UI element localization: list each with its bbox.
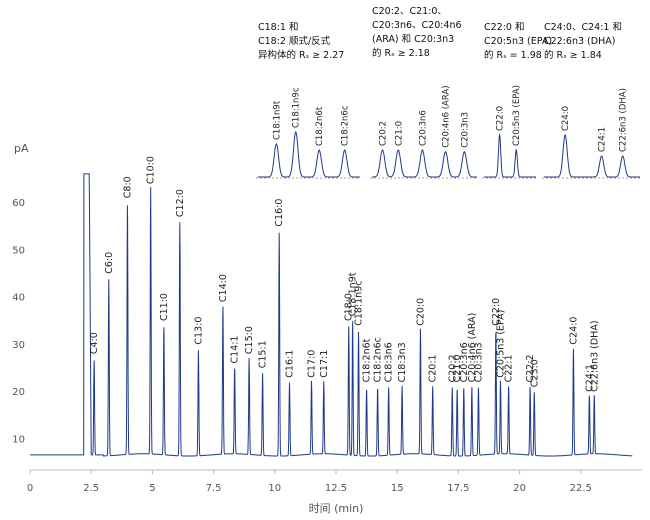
peak-label: C11:0 [159,293,170,321]
peak-label: C20:3n3 [474,342,485,382]
x-tick-label: 22.5 [570,483,592,494]
inset-trace [484,133,536,178]
peak-label: C14:0 [218,274,229,302]
inset-peak-label: C20:4n6 (ARA) [442,85,452,147]
peak-label: C20:4n6 (ARA) [467,313,478,383]
inset-peak-label: C18:1n9c [292,87,302,128]
peak-label: C18:2n6c [373,337,384,382]
inset-annotation: 的 Rₛ ≥ 1.84 [544,49,602,61]
y-ticks: 10 20 30 40 50 60 [12,198,25,445]
peak-label: C16:0 [274,199,285,227]
inset-annotation: C24:0、C24:1 和 [544,22,622,33]
inset-peak-label: C24:1 [598,127,608,152]
inset-annotation: C18:2 顺式/反式 [258,35,331,47]
inset-annotation: C22:6n3 (DHA) [544,36,615,47]
peak-label: C18:1n9c [354,281,365,326]
y-tick-label: 60 [12,198,25,209]
peak-label: C18:1n9t [348,272,359,316]
y-tick-label: 10 [12,434,25,445]
peak-label: C18:0 [344,293,355,321]
y-tick-label: 30 [12,340,25,351]
x-tick-label: 0 [27,483,33,494]
peak-label: C21:0 [452,354,463,382]
inset-annotation: C20:3n6、C20:4n6 [372,20,462,31]
peak-label: C17:1 [319,350,330,378]
inset-annotation: (ARA) 和 C20:3n3 [372,34,454,45]
inset-peak-label: C20:3n3 [460,112,470,148]
peak-label: C13:0 [193,317,204,345]
y-tick-label: 20 [12,387,25,398]
peak-label: C23:0 [529,359,540,387]
peak-label: C18:2n6t [362,338,373,382]
peak-label: C22:2 [525,354,536,382]
x-tick-label: 2.5 [83,483,99,494]
inset-annotation: C20:2、C21:0、 [372,6,447,17]
peak-label: C18:3n3 [397,342,408,382]
inset-annotation: C18:1 和 [258,22,299,33]
inset-annotation: 的 Rₛ ≥ 2.18 [372,47,430,59]
peak-label: C20:0 [416,298,427,326]
peak-label: C22:1 [504,354,515,382]
inset-peak-label: C20:3n6 [418,110,428,146]
y-tick-label: 40 [12,293,25,304]
x-tick-label: 7.5 [206,483,222,494]
x-tick-label: 15 [391,483,404,494]
x-ticks: 0 2.5 5 7.5 10 12.5 15 17.5 20 22.5 [27,470,592,494]
inset-peak-label: C22:6n3 (DHA) [619,88,629,152]
peak-label: C20:5n3 (EPA) [496,310,507,378]
peak-label: C20:1 [428,354,439,382]
peak-label: C24:0 [569,317,580,345]
inset-panel: C20:2、C21:0、 C20:3n6、C20:4n6 (ARA) 和 C20:3… [370,6,477,179]
inset-trace [544,133,640,178]
peak-label: C18:3n6 [384,342,395,382]
inset-annotation: C20:5n3 (EPA) [484,36,552,47]
inset-peak-label: C24:0 [561,106,571,131]
inset-panel: C24:0、C24:1 和 C22:6n3 (DHA) 的 Rₛ ≥ 1.84 C24… [542,22,640,179]
inset-annotation: C22:0 和 [484,22,525,33]
inset-annotation: 的 Rₛ = 1.98 [484,49,542,61]
peak-label: C24:1 [584,364,595,392]
peak-label: C22:6n3 (DHA) [589,320,600,391]
peak-labels: C4:0 C6:0 C8:0 C10:0 C11:0 C12:0 C13:0 C14:0 C14… [89,156,600,392]
peak-label: C10:0 [146,156,157,184]
peak-label: C12:0 [175,189,186,217]
inset-peak-label: C18:2n6t [315,106,325,146]
peak-label: C17:0 [307,350,318,378]
inset-peak-label: C22:0 [496,106,506,131]
inset-trace [258,130,360,178]
y-tick-label: 50 [12,245,25,256]
inset-panel: C22:0 和 C20:5n3 (EPA) 的 Rₛ = 1.98 C22:0 C20:… [482,22,552,179]
peak-label: C22:0 [491,298,502,326]
x-tick-label: 5 [149,483,155,494]
peak-label: C15:0 [244,326,255,354]
inset-annotation: 异构体的 Rₛ ≥ 2.27 [258,49,344,61]
peak-label: C4:0 [89,332,100,354]
peak-label: C20:2 [447,354,458,382]
peak-label: C20:3n6 [459,342,470,382]
inset-peak-label: C20:5n3 (EPA) [512,85,522,146]
inset-peak-label: C18:2n6c [341,105,351,146]
peak-label: C6:0 [104,252,115,274]
inset-peak-label: C18:1n9t [272,100,282,140]
peak-label: C14:1 [230,336,241,364]
x-axis-title: 时间 (min) [309,502,364,515]
inset-peak-label: C20:2 [379,121,389,146]
x-tick-label: 12.5 [325,483,347,494]
y-axis-title: pA [14,142,29,155]
inset-peak-label: C21:0 [394,121,404,146]
inset-trace [372,149,477,178]
peak-label: C15:1 [258,340,269,368]
peak-label: C8:0 [122,176,133,198]
chromatogram-trace [30,173,633,457]
x-tick-label: 10 [268,483,281,494]
x-tick-label: 20 [513,483,526,494]
peak-label: C16:1 [285,350,296,378]
x-tick-label: 17.5 [447,483,469,494]
